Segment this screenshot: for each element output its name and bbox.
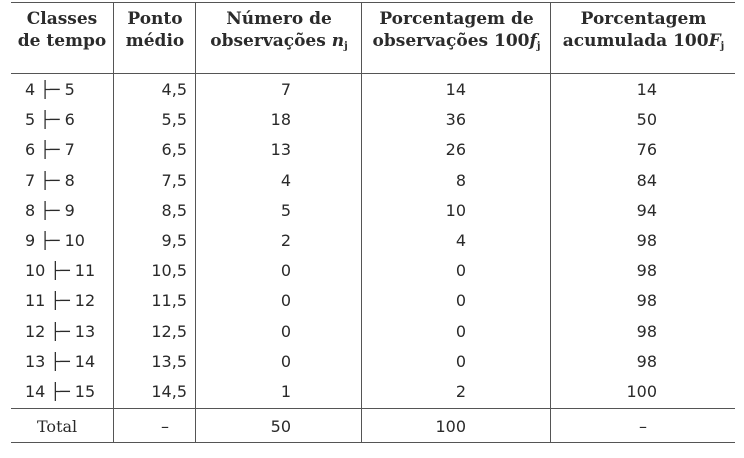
class-cell: 7 ├─ 8 [25, 170, 75, 190]
class-cell: 10 ├─ 11 [25, 261, 96, 281]
ponto-medio-cell: 6,5 [161, 140, 187, 160]
header-numero-observacoes: Número de observações nj [210, 9, 348, 52]
n-cell: 2 [280, 231, 291, 250]
acc-cell: 76 [636, 140, 657, 160]
acc-cell: 14 [636, 80, 657, 99]
class-cell: 12 ├─ 13 [25, 321, 96, 341]
table-row: 10 ├─ 11 10,5 0 0 98 [11, 256, 735, 286]
class-cell: 6 ├─ 7 [25, 140, 75, 160]
top-rule [11, 2, 735, 3]
table-row: 5 ├─ 6 5,5 18 36 50 [11, 105, 735, 135]
column-divider [113, 2, 114, 442]
pct-cell: 4 [455, 231, 466, 250]
ponto-medio-cell: 9,5 [161, 231, 187, 250]
n-cell: 5 [280, 200, 291, 220]
ponto-medio-cell: 8,5 [161, 200, 187, 220]
table-row: 8 ├─ 9 8,5 5 10 94 [11, 196, 735, 226]
n-cell: 0 [280, 321, 291, 341]
table-row: 6 ├─ 7 6,5 13 26 76 [11, 135, 735, 165]
column-divider [195, 2, 196, 442]
pct-cell: 0 [455, 321, 466, 341]
n-cell: 0 [280, 261, 291, 281]
body-end-rule [11, 408, 735, 409]
class-cell: 13 ├─ 14 [25, 351, 96, 371]
ponto-medio-cell: 4,5 [161, 80, 187, 99]
column-divider [550, 2, 551, 442]
table-row: 11 ├─ 12 11,5 0 0 98 [11, 286, 735, 316]
bottom-rule [11, 442, 735, 443]
total-acc: – [639, 417, 647, 436]
pct-cell: 2 [455, 382, 466, 401]
ponto-medio-cell: 12,5 [151, 321, 187, 341]
acc-cell: 100 [626, 382, 657, 401]
table-row: 13 ├─ 14 13,5 0 0 98 [11, 347, 735, 377]
class-cell: 14 ├─ 15 [25, 382, 96, 401]
ponto-medio-cell: 11,5 [151, 291, 187, 311]
total-pct: 100 [435, 417, 466, 436]
header-acumulada: Porcentagem acumulada 100Fj [562, 9, 725, 52]
acc-cell: 98 [636, 321, 657, 341]
table-row: 14 ├─ 15 14,5 1 2 100 [11, 377, 735, 407]
n-cell: 0 [280, 291, 291, 311]
total-row: Total – 50 100 – [11, 412, 735, 442]
table-row: 7 ├─ 8 7,5 4 8 84 [11, 166, 735, 196]
total-n: 50 [270, 417, 291, 436]
header-classes: Classes de tempo [17, 9, 107, 51]
pct-cell: 8 [455, 170, 466, 190]
table-row: 12 ├─ 13 12,5 0 0 98 [11, 317, 735, 347]
header-rule [11, 73, 735, 74]
n-cell: 1 [280, 382, 291, 401]
n-cell: 4 [280, 170, 291, 190]
column-divider [361, 2, 362, 442]
n-cell: 13 [270, 140, 291, 160]
acc-cell: 50 [636, 110, 657, 130]
class-cell: 5 ├─ 6 [25, 110, 75, 130]
ponto-medio-cell: 13,5 [151, 351, 187, 371]
ponto-medio-cell: 7,5 [161, 170, 187, 190]
acc-cell: 98 [636, 231, 657, 250]
ponto-medio-cell: 5,5 [161, 110, 187, 130]
acc-cell: 98 [636, 291, 657, 311]
class-cell: 9 ├─ 10 [25, 231, 85, 250]
table-header: Classes de tempo Ponto médio Número de o… [11, 8, 735, 72]
table-row: 4 ├─ 5 4,5 7 14 14 [11, 75, 735, 105]
class-cell: 8 ├─ 9 [25, 200, 75, 220]
pct-cell: 10 [445, 200, 466, 220]
n-cell: 0 [280, 351, 291, 371]
header-porcentagem: Porcentagem de observações 100fj [372, 9, 541, 52]
n-cell: 18 [270, 110, 291, 130]
table-row: 9 ├─ 10 9,5 2 4 98 [11, 226, 735, 256]
ponto-medio-cell: 14,5 [151, 382, 187, 401]
pct-cell: 36 [445, 110, 466, 130]
pct-cell: 0 [455, 291, 466, 311]
ponto-medio-cell: 10,5 [151, 261, 187, 281]
pct-cell: 14 [445, 80, 466, 99]
pct-cell: 26 [445, 140, 466, 160]
class-cell: 11 ├─ 12 [25, 291, 96, 311]
acc-cell: 94 [636, 200, 657, 220]
pct-cell: 0 [455, 351, 466, 371]
acc-cell: 98 [636, 261, 657, 281]
class-cell: 4 ├─ 5 [25, 80, 75, 99]
pct-cell: 0 [455, 261, 466, 281]
acc-cell: 84 [636, 170, 657, 190]
header-ponto-medio: Ponto médio [125, 9, 185, 51]
total-label: Total [37, 417, 78, 436]
acc-cell: 98 [636, 351, 657, 371]
n-cell: 7 [280, 80, 291, 99]
total-ponto: – [161, 417, 169, 436]
